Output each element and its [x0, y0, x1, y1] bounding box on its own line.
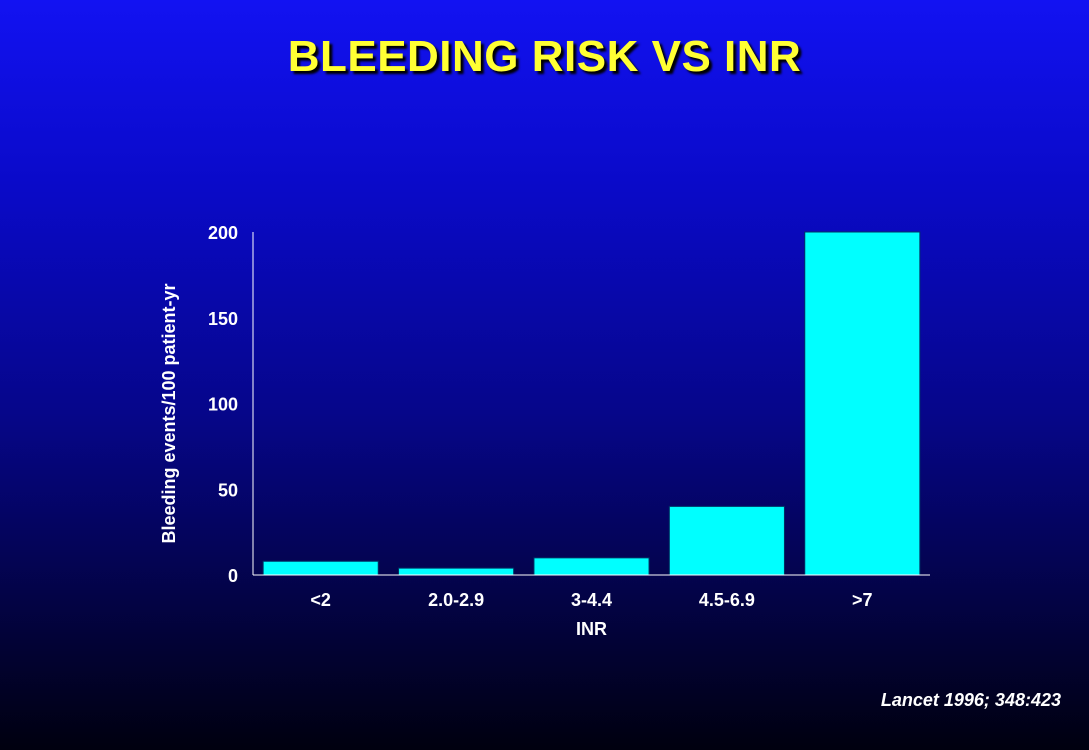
x-axis-title: INR	[576, 619, 607, 639]
y-tick-label: 0	[228, 566, 238, 586]
bar	[398, 567, 515, 576]
x-axis-labels: <2 2.0-2.9 3-4.4 4.5-6.9 >7	[310, 590, 872, 610]
bar	[804, 231, 921, 576]
y-tick-label: 200	[208, 223, 238, 243]
x-tick-label: 2.0-2.9	[428, 590, 484, 610]
x-tick-label: 4.5-6.9	[699, 590, 755, 610]
bar	[262, 560, 379, 576]
y-tick-label: 50	[218, 480, 238, 500]
x-tick-label: 3-4.4	[571, 590, 612, 610]
y-tick-label: 100	[208, 395, 238, 415]
bar	[533, 557, 650, 576]
bar	[668, 505, 785, 576]
y-axis-ticks: 0 50 100 150 200	[208, 223, 238, 586]
x-tick-label: >7	[852, 590, 873, 610]
x-tick-label: <2	[310, 590, 331, 610]
y-axis-title: Bleeding events/100 patient-yr	[159, 283, 179, 543]
citation: Lancet 1996; 348:423	[880, 690, 1061, 710]
slide-title: BLEEDING RISK VS INR	[287, 32, 802, 81]
bars	[262, 231, 921, 576]
y-tick-label: 150	[208, 309, 238, 329]
